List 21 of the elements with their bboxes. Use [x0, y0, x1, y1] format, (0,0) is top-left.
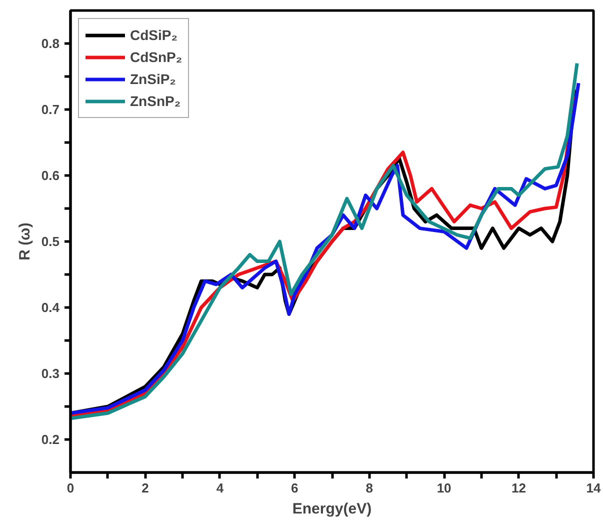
y-tick-label: 0.3 [41, 366, 60, 381]
x-tick-label: 6 [291, 480, 298, 496]
legend-label: ZnSiP₂ [130, 71, 176, 87]
legend-label: CdSnP₂ [130, 49, 182, 65]
x-axis-title: Energy(eV) [292, 500, 372, 518]
x-tick-label: 8 [366, 480, 373, 496]
y-tick-label: 0.8 [41, 36, 60, 51]
x-tick-label: 14 [586, 480, 602, 496]
x-tick-label: 4 [216, 480, 224, 496]
y-tick-label: 0.6 [41, 168, 60, 183]
y-tick-label: 0.2 [41, 432, 60, 447]
x-tick-label: 2 [142, 480, 149, 496]
y-tick-label: 0.7 [41, 102, 60, 117]
x-tick-label: 0 [66, 480, 74, 496]
y-axis-title: R (ω) [16, 222, 34, 260]
y-tick-label: 0.4 [41, 300, 60, 315]
legend-label: CdSiP₂ [130, 27, 178, 43]
y-tick-label: 0.5 [41, 234, 60, 249]
x-tick-label: 12 [512, 480, 526, 496]
legend-label: ZnSnP₂ [130, 93, 181, 109]
x-tick-label: 10 [436, 480, 452, 496]
